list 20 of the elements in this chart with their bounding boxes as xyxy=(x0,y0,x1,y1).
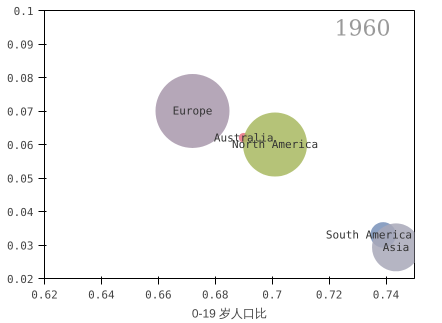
y-tick-label: 0.05 xyxy=(7,172,34,186)
x-tick-label: 0.68 xyxy=(202,288,229,302)
y-tick-label: 0.06 xyxy=(7,139,34,152)
x-tick-label: 0.66 xyxy=(145,288,172,302)
x-tick-label: 0.72 xyxy=(316,288,342,302)
series-label: Europe xyxy=(172,104,212,118)
y-tick-label: 0.08 xyxy=(7,72,34,85)
x-tick-label: 0.62 xyxy=(31,288,58,302)
series-label: Asia xyxy=(382,240,410,254)
y-tick-label: 0.07 xyxy=(7,106,34,118)
y-tick-label: 0.1 xyxy=(14,5,34,18)
y-tick-label: 0.02 xyxy=(7,273,34,286)
x-tick-label: 0.7 xyxy=(262,288,282,302)
x-axis-title: 0-19 岁人口比 xyxy=(192,306,268,320)
chart-title: 1960 xyxy=(334,16,391,42)
x-tick-label: 0.64 xyxy=(88,288,116,302)
y-tick-label: 0.09 xyxy=(7,38,34,52)
x-tick-label: 0.74 xyxy=(372,288,400,302)
y-tick-label: 0.03 xyxy=(7,240,34,252)
y-tick-label: 0.04 xyxy=(7,206,34,219)
